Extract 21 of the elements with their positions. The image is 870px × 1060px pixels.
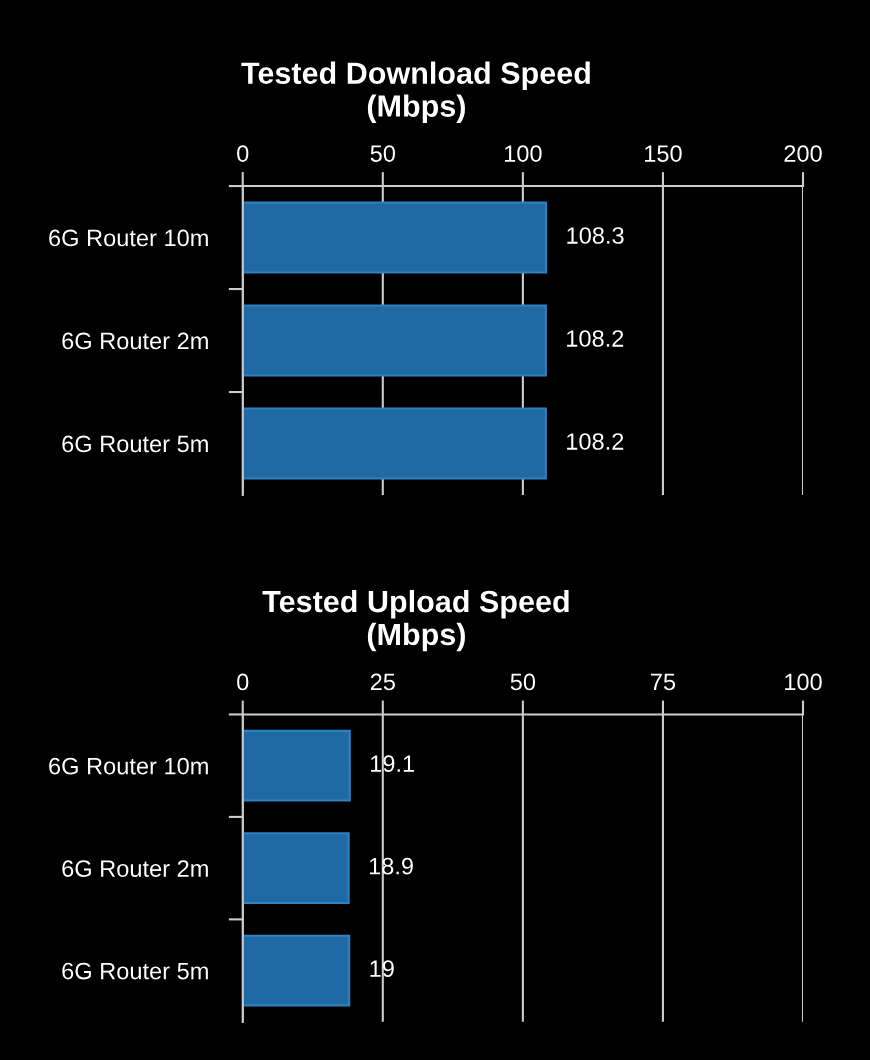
y-tick-label: 6G Router 5m xyxy=(62,435,208,453)
x-tick-label: 100 xyxy=(504,145,542,162)
x-tick-label: 50 xyxy=(370,145,396,162)
y-tick-label: 6G Router 2m xyxy=(62,860,208,877)
y-tick-label: 6G Router 5m xyxy=(62,962,208,980)
x-tick-label: 150 xyxy=(645,145,682,162)
x-tick-label: 0 xyxy=(237,145,249,162)
x-tick-label: 25 xyxy=(370,673,395,691)
y-tick-label: 6G Router 10m xyxy=(49,757,208,775)
data-label: 108.2 xyxy=(567,330,624,347)
data-label: 108.2 xyxy=(567,433,624,450)
y-tick-label: 6G Router 2m xyxy=(62,332,208,350)
x-tick-label: 200 xyxy=(784,145,822,162)
chart-title: Tested Download Speed (Mbps) xyxy=(241,61,590,123)
x-tick-label: 50 xyxy=(510,673,536,691)
x-tick-label: 0 xyxy=(237,673,249,691)
data-label: 108.3 xyxy=(567,227,624,244)
y-tick-label: 6G Router 10m xyxy=(49,229,208,247)
x-tick-label: 100 xyxy=(785,673,822,691)
chart-title: Tested Upload Speed (Mbps) xyxy=(262,589,569,652)
x-tick-label: 75 xyxy=(651,673,676,691)
